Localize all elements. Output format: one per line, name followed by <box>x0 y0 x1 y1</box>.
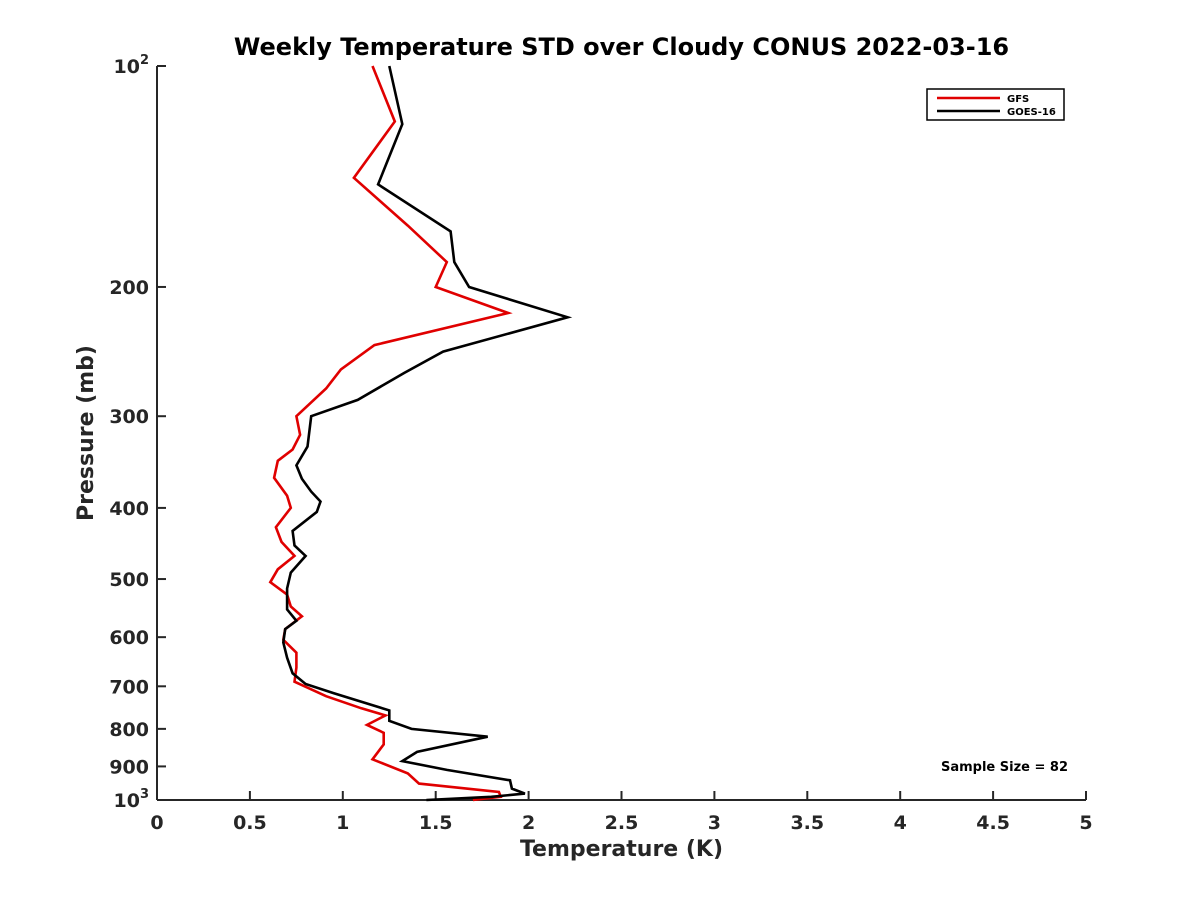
y-axis-ticks: 102 200 300 400 500 600 700 800 900 103 <box>109 53 166 812</box>
x-tick-label: 2 <box>522 812 535 834</box>
y-tick-label: 103 <box>114 787 150 812</box>
legend: GFS GOES-16 <box>926 88 1065 121</box>
x-tick-label: 4 <box>894 812 907 834</box>
y-tick-label: 900 <box>109 756 149 778</box>
axes <box>156 66 1086 801</box>
x-tick-label: 4.5 <box>976 812 1010 834</box>
x-tick-label: 0.5 <box>233 812 267 834</box>
series-line-gfs <box>268 65 513 802</box>
y-tick-label: 300 <box>109 406 149 428</box>
x-axis-label: Temperature (K) <box>520 837 723 862</box>
legend-box <box>926 88 1065 121</box>
x-tick-label: 2.5 <box>605 812 639 834</box>
x-tick-label: 3.5 <box>790 812 824 834</box>
y-tick-label: 400 <box>109 498 149 520</box>
y-tick-label: 700 <box>109 676 149 698</box>
x-tick-label: 0 <box>150 812 163 834</box>
y-axis-label: Pressure (mb) <box>74 345 99 521</box>
y-tick-label: 200 <box>109 277 149 299</box>
y-tick-label: 800 <box>109 719 149 741</box>
x-tick-label: 5 <box>1079 812 1092 834</box>
x-tick-label: 1 <box>336 812 349 834</box>
legend-label-gfs: GFS <box>1007 94 1029 105</box>
legend-label-goes-16: GOES-16 <box>1007 107 1056 118</box>
y-tick-label: 500 <box>109 569 149 591</box>
x-tick-label: 3 <box>708 812 721 834</box>
series-line-goes-16 <box>281 65 573 802</box>
x-tick-label: 1.5 <box>419 812 453 834</box>
series-layer <box>268 65 573 802</box>
sample-size-annotation: Sample Size = 82 <box>941 760 1068 775</box>
y-tick-label: 600 <box>109 627 149 649</box>
y-tick-label: 102 <box>114 53 150 78</box>
x-axis-ticks: 0 0.5 1 1.5 2 2.5 3 3.5 4 4.5 5 <box>150 791 1093 834</box>
chart-title: Weekly Temperature STD over Cloudy CONUS… <box>234 33 1009 61</box>
